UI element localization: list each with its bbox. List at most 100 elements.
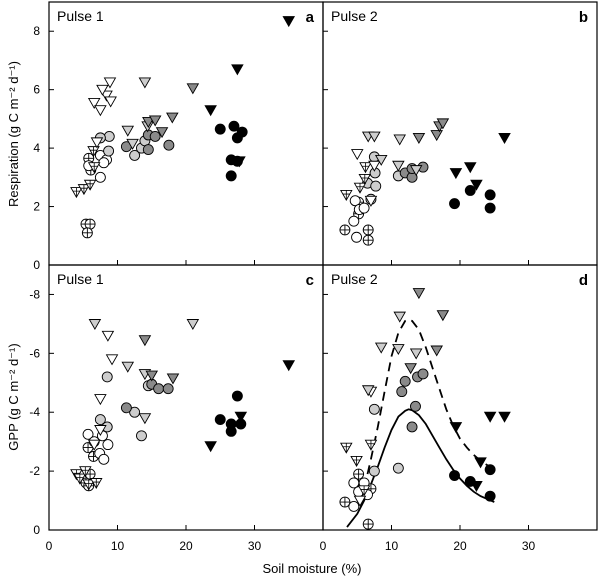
data-point-triangle	[234, 411, 248, 423]
data-point-triangle	[166, 373, 180, 385]
data-point-triangle	[474, 457, 487, 469]
data-point-circle	[236, 126, 248, 138]
data-point-circle	[142, 144, 154, 156]
y-tick-label: 0	[33, 523, 40, 537]
data-point-triangle	[449, 422, 463, 434]
panel-b: Pulse 2 b	[322, 1, 598, 266]
data-point-cross	[85, 219, 96, 230]
data-point-cross	[353, 456, 360, 467]
data-point-triangle	[374, 154, 388, 166]
data-point-circle	[94, 171, 106, 183]
data-point-circle	[94, 414, 106, 426]
data-point-circle	[349, 195, 361, 207]
data-point-triangle	[374, 342, 388, 354]
x-tick-label: 0	[320, 539, 327, 553]
data-point-circle	[370, 180, 382, 192]
data-point-triangle	[94, 394, 107, 406]
panel-c: 0 10 20 30 0 -2 -4 -6 -8 Pulse 1 c	[29, 264, 324, 553]
data-point-triangle	[186, 83, 200, 95]
data-point-circle	[348, 477, 360, 489]
data-point-triangle	[94, 425, 107, 437]
data-point-triangle	[392, 344, 405, 356]
y-tick-label: 8	[33, 24, 40, 38]
x-tick-label: 0	[46, 539, 53, 553]
data-point-triangle	[126, 138, 139, 150]
data-point-triangle	[204, 441, 217, 453]
data-point-triangle	[204, 105, 217, 117]
data-point-circle	[484, 189, 496, 201]
data-point-cross	[73, 187, 80, 198]
data-point-cross	[342, 443, 350, 453]
data-point-triangle	[101, 330, 115, 342]
panel-letter: c	[306, 272, 314, 289]
data-point-circle	[214, 414, 226, 426]
y-tick-label: 4	[33, 141, 40, 155]
data-point-triangle	[105, 354, 119, 366]
data-point-circle	[464, 185, 476, 196]
data-point-triangle	[449, 168, 463, 180]
data-point-triangle	[100, 90, 113, 102]
data-point-triangle	[104, 96, 117, 108]
data-point-circle	[98, 453, 110, 465]
x-tick-label: 10	[385, 539, 399, 553]
panel-title: Pulse 1	[57, 271, 104, 287]
data-point-circle	[484, 490, 496, 502]
data-point-triangle	[393, 134, 406, 146]
data-point-triangle	[103, 77, 117, 89]
panel-letter: d	[579, 272, 588, 289]
data-point-triangle	[90, 137, 104, 149]
data-point-circle	[368, 403, 380, 415]
panel-d: 0 10 20 30 Pulse 2 d	[320, 264, 598, 553]
data-point-triangle	[186, 319, 200, 331]
data-point-circle	[162, 383, 174, 395]
data-point-triangle	[436, 310, 450, 322]
data-point-circle	[129, 406, 141, 418]
data-point-cross	[82, 227, 93, 238]
data-point-triangle	[404, 363, 417, 375]
y-axis-label-gpp: GPP (g C m⁻² d⁻¹)	[6, 343, 21, 450]
data-point-triangle	[138, 77, 152, 89]
data-point-triangle	[498, 133, 511, 145]
data-point-triangle	[430, 130, 443, 142]
panel-a: 0 2 4 6 8 Pulse 1 a	[33, 1, 324, 272]
data-point-circle	[449, 470, 460, 481]
data-point-circle	[129, 149, 141, 161]
data-point-triangle	[364, 195, 378, 207]
data-point-circle	[149, 130, 161, 142]
data-point-cross	[362, 162, 369, 173]
data-point-triangle	[94, 105, 107, 117]
x-tick-label: 20	[453, 539, 467, 553]
panel-title: Pulse 2	[331, 8, 378, 24]
data-point-triangle	[282, 16, 296, 28]
data-point-cross	[363, 235, 374, 246]
data-point-triangle	[96, 84, 109, 96]
data-point-circle	[101, 371, 113, 383]
data-point-circle	[163, 139, 175, 151]
data-point-triangle	[430, 345, 443, 357]
y-tick-label: 6	[33, 83, 40, 97]
data-point-triangle	[282, 360, 296, 372]
x-tick-label: 30	[248, 539, 262, 553]
data-point-circle	[153, 383, 165, 395]
data-point-circle	[98, 157, 110, 169]
data-point-triangle	[470, 480, 483, 492]
data-point-triangle	[368, 160, 381, 172]
x-axis-label: Soil moisture (%)	[263, 561, 362, 576]
data-point-circle	[231, 390, 243, 402]
data-point-triangle	[393, 311, 406, 323]
data-point-triangle	[350, 149, 364, 161]
data-point-circle	[82, 428, 94, 440]
fit-curve-dashed	[366, 318, 495, 475]
data-point-cross	[90, 162, 98, 173]
data-point-triangle	[88, 319, 102, 331]
data-point-circle	[225, 425, 237, 437]
data-point-cross	[80, 184, 88, 195]
data-point-triangle	[148, 115, 162, 127]
data-point-circle	[228, 120, 240, 132]
data-point-circle	[102, 439, 114, 451]
data-point-cross	[363, 519, 374, 530]
data-point-circle	[103, 130, 115, 142]
data-point-triangle	[412, 288, 426, 300]
data-point-triangle	[436, 118, 450, 130]
